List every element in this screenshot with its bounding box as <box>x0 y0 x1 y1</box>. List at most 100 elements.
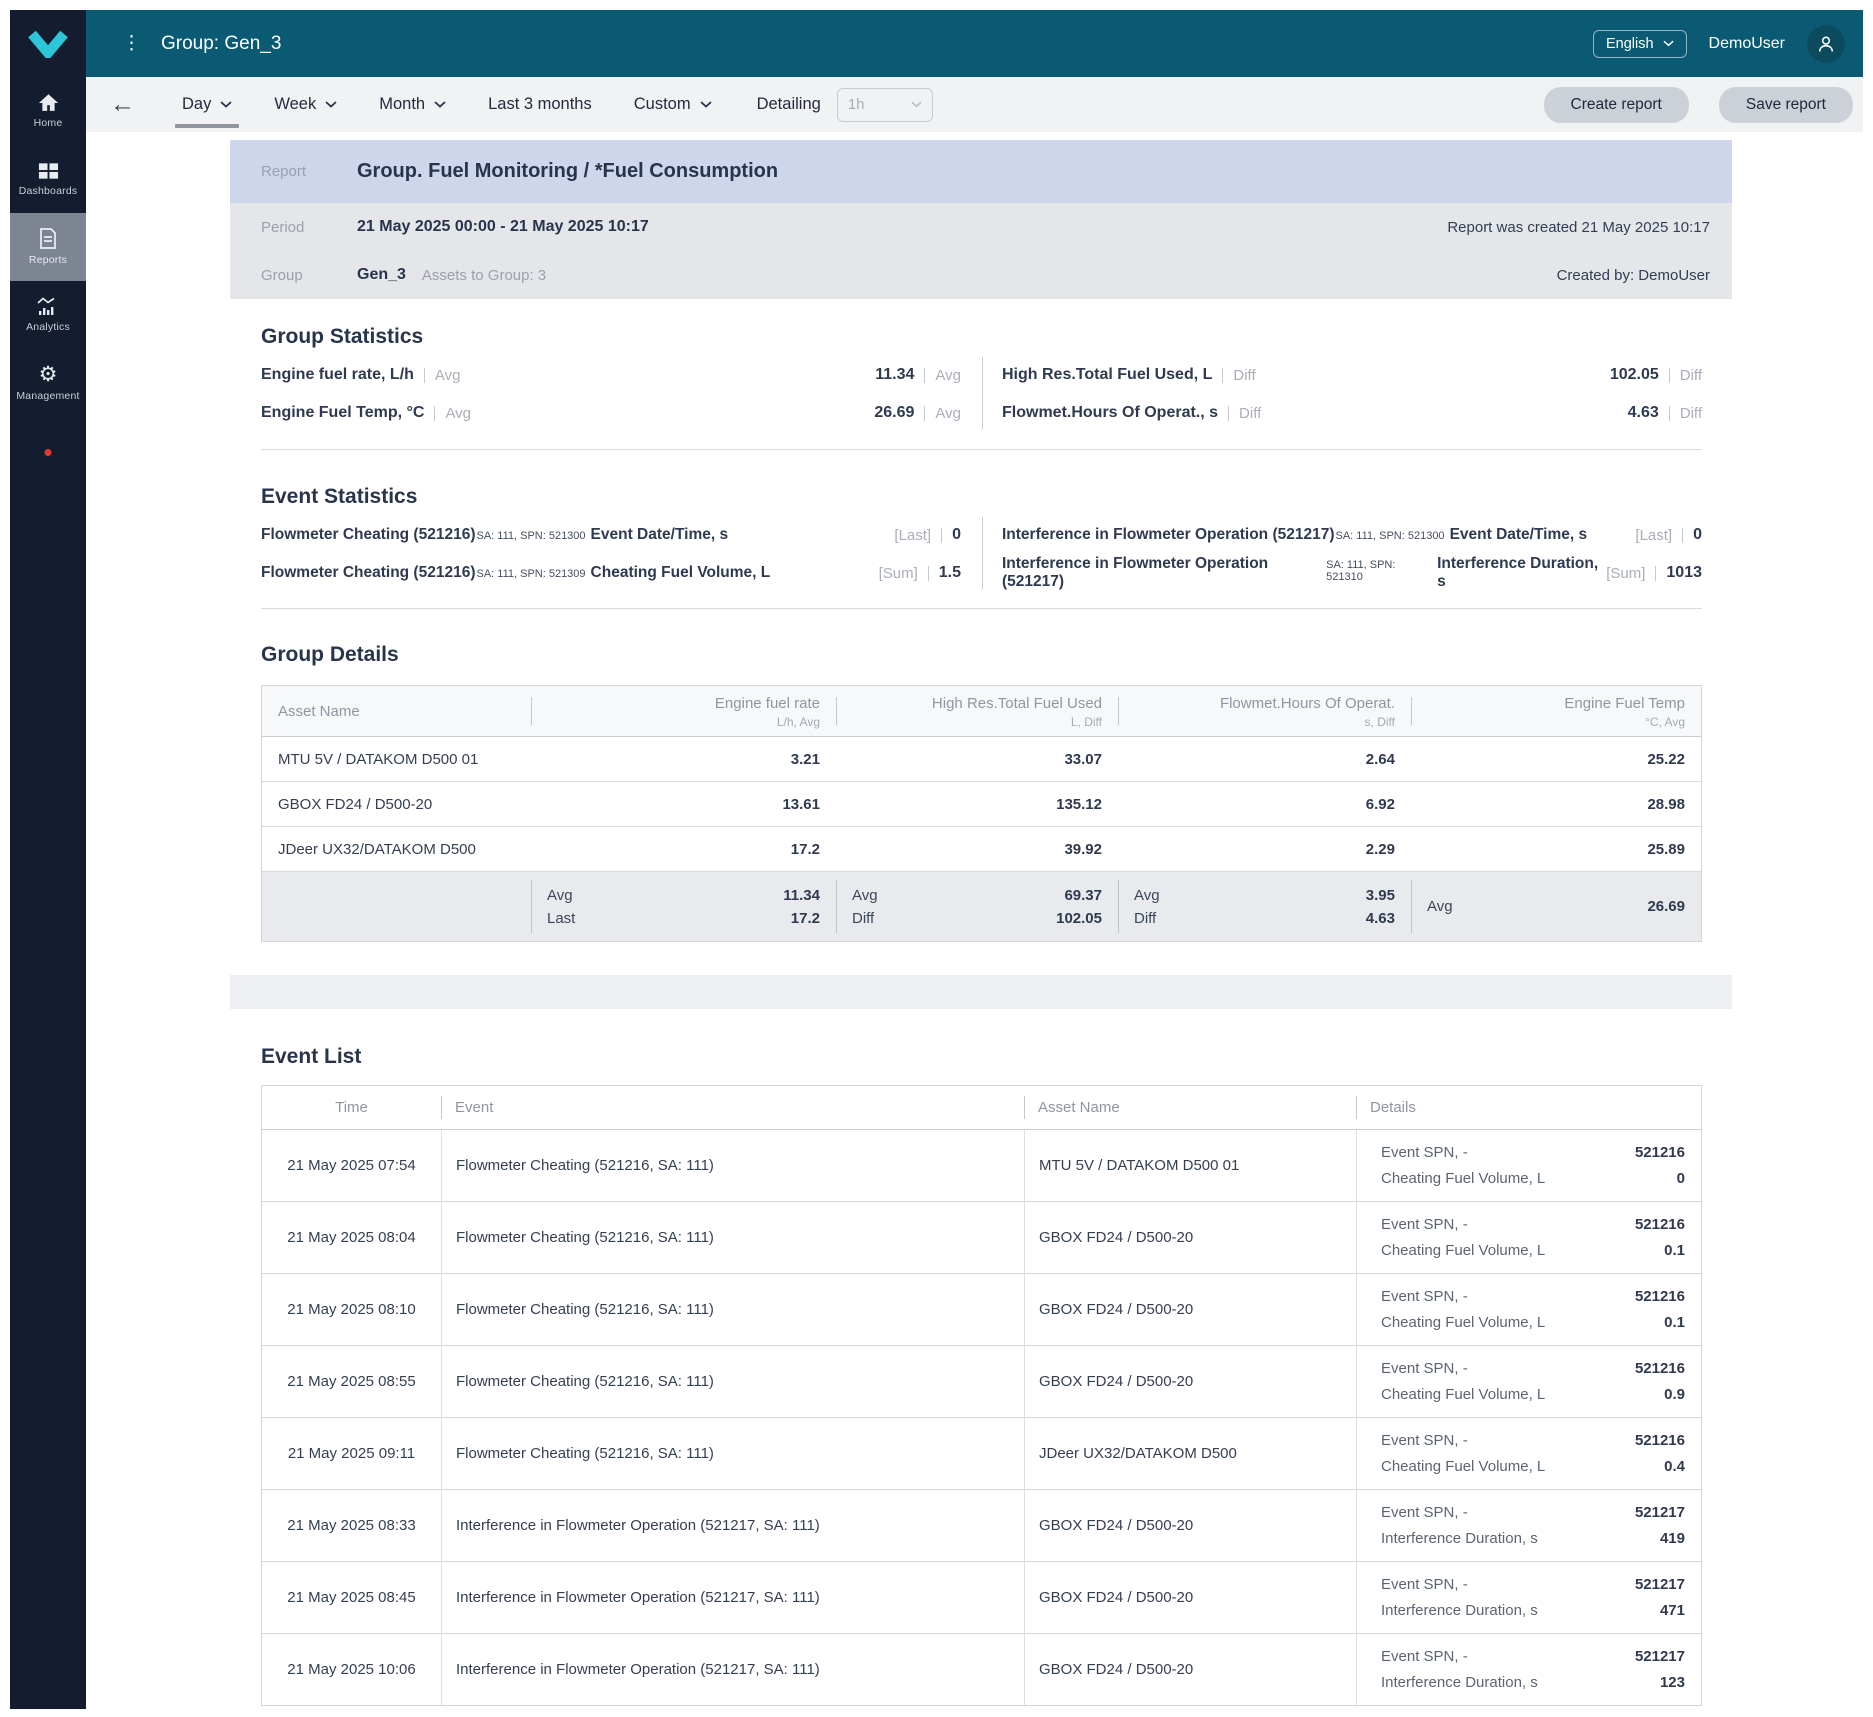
stat-agg: Diff <box>1239 405 1261 422</box>
event-name: Flowmeter Cheating (521216) <box>261 564 475 582</box>
column-header: Details <box>1356 1086 1701 1129</box>
sidebar-item-home[interactable]: Home <box>10 77 86 145</box>
column-divider <box>982 357 983 429</box>
event-row[interactable]: 21 May 2025 08:33 Interference in Flowme… <box>262 1490 1701 1562</box>
detailing-select[interactable]: 1h <box>837 88 933 122</box>
sidebar-item-reports[interactable]: Reports <box>10 213 86 281</box>
event-row[interactable]: 21 May 2025 08:10 Flowmeter Cheating (52… <box>262 1274 1701 1346</box>
sidebar-item-label: Dashboards <box>19 185 78 197</box>
event-row[interactable]: 21 May 2025 07:54 Flowmeter Cheating (52… <box>262 1130 1701 1202</box>
fuel-used: 33.07 <box>836 751 1118 768</box>
stat-name: Engine Fuel Temp, °C <box>261 404 424 422</box>
stat-name: Engine fuel rate, L/h <box>261 366 414 384</box>
event-row[interactable]: 21 May 2025 08:55 Flowmeter Cheating (52… <box>262 1346 1701 1418</box>
stat-row: Flowmet.Hours Of Operat., sDiff 4.63Diff <box>1002 398 1702 428</box>
tab-day[interactable]: Day <box>161 77 253 132</box>
language-select[interactable]: English <box>1593 30 1687 58</box>
sidebar-item-label: Management <box>16 390 79 402</box>
event-row[interactable]: 21 May 2025 08:45 Interference in Flowme… <box>262 1562 1701 1634</box>
analytics-icon <box>37 297 59 316</box>
divider <box>1222 368 1223 383</box>
stat-value: 11.34 <box>875 366 914 384</box>
event-row[interactable]: 21 May 2025 10:06 Interference in Flowme… <box>262 1634 1701 1705</box>
event-meta: SA: 111, SPN: 521310 <box>1326 559 1432 583</box>
table-row[interactable]: JDeer UX32/DATAKOM D500 17.2 39.92 2.29 … <box>262 827 1701 872</box>
period-tabs: Day Week Month Last 3 months Custom <box>161 77 733 132</box>
language-label: English <box>1606 36 1654 52</box>
event-stat-row: Interference in Flowmeter Operation (521… <box>1002 520 1702 550</box>
toolbar: ← Day Week Month Last 3 months Custom De <box>86 77 1863 132</box>
tab-label: Day <box>182 95 211 114</box>
stat-row: High Res.Total Fuel Used, LDiff 102.05Di… <box>1002 360 1702 390</box>
divider <box>924 368 925 383</box>
notification-dot <box>45 449 52 456</box>
event-details: Event SPN, -521217 Interference Duration… <box>1356 1490 1701 1561</box>
fuel-rate: 13.61 <box>531 796 836 813</box>
temp: 25.22 <box>1411 751 1701 768</box>
stat-agg: Avg <box>435 367 461 384</box>
created-by: Created by: DemoUser <box>1557 267 1710 284</box>
event-asset: JDeer UX32/DATAKOM D500 <box>1024 1418 1356 1489</box>
event-name: Flowmeter Cheating (521216, SA: 111) <box>441 1418 1024 1489</box>
event-meta: SA: 111, SPN: 521300 <box>476 530 585 542</box>
sidebar-item-dashboards[interactable]: Dashboards <box>10 145 86 213</box>
section-divider <box>261 608 1702 609</box>
tab-week[interactable]: Week <box>253 77 358 132</box>
create-report-button[interactable]: Create report <box>1544 87 1689 123</box>
menu-dots-icon[interactable]: ⋮ <box>122 34 141 53</box>
stat-value-agg: Diff <box>1680 367 1702 384</box>
event-value: 1.5 <box>939 564 961 582</box>
column-header: Flowmet.Hours Of Operat.s, Diff <box>1118 686 1411 736</box>
back-icon[interactable]: ← <box>110 92 135 117</box>
reports-icon <box>39 228 57 249</box>
event-time: 21 May 2025 09:11 <box>262 1418 441 1489</box>
dashboards-icon <box>38 162 59 180</box>
stat-value-agg: Diff <box>1680 405 1702 422</box>
hours: 2.29 <box>1118 841 1411 858</box>
save-report-button[interactable]: Save report <box>1719 87 1853 123</box>
event-details: Event SPN, -521217 Interference Duration… <box>1356 1634 1701 1705</box>
event-list-table: Time Event Asset Name Details 21 May 202… <box>261 1085 1702 1706</box>
event-name: Interference in Flowmeter Operation (521… <box>1002 526 1335 544</box>
event-statistics-title: Event Statistics <box>261 485 417 509</box>
column-divider <box>982 517 983 589</box>
sidebar-item-management[interactable]: ⚙ Management <box>10 349 86 417</box>
event-row[interactable]: 21 May 2025 09:11 Flowmeter Cheating (52… <box>262 1418 1701 1490</box>
sidebar-item-analytics[interactable]: Analytics <box>10 281 86 349</box>
event-agg: [Last] <box>1635 527 1672 544</box>
tab-month[interactable]: Month <box>358 77 467 132</box>
event-row[interactable]: 21 May 2025 08:04 Flowmeter Cheating (52… <box>262 1202 1701 1274</box>
table-row[interactable]: MTU 5V / DATAKOM D500 01 3.21 33.07 2.64… <box>262 737 1701 782</box>
report-created: Report was created 21 May 2025 10:17 <box>1447 219 1710 236</box>
group-details-table: Asset Name Engine fuel rateL/h, Avg High… <box>261 685 1702 942</box>
tab-last-3-months[interactable]: Last 3 months <box>467 77 613 132</box>
divider <box>1682 528 1683 543</box>
event-agg: [Last] <box>894 527 931 544</box>
event-details: Event SPN, -521217 Interference Duration… <box>1356 1562 1701 1633</box>
event-name: Interference in Flowmeter Operation (521… <box>441 1490 1024 1561</box>
event-time: 21 May 2025 07:54 <box>262 1130 441 1201</box>
fuel-used: 39.92 <box>836 841 1118 858</box>
table-row[interactable]: GBOX FD24 / D500-20 13.61 135.12 6.92 28… <box>262 782 1701 827</box>
divider <box>1228 406 1229 421</box>
detailing-value: 1h <box>848 96 865 113</box>
table-header: Time Event Asset Name Details <box>262 1086 1701 1130</box>
column-header: Engine fuel rateL/h, Avg <box>531 686 836 736</box>
tab-custom[interactable]: Custom <box>613 77 733 132</box>
event-time: 21 May 2025 08:04 <box>262 1202 441 1273</box>
report-content: Report Group. Fuel Monitoring / *Fuel Co… <box>86 132 1863 1717</box>
avatar[interactable] <box>1807 25 1845 63</box>
chevron-down-icon <box>325 101 337 108</box>
chevron-down-icon <box>911 101 922 108</box>
detailing-label: Detailing <box>757 95 821 114</box>
divider <box>928 566 929 581</box>
report-title: Group. Fuel Monitoring / *Fuel Consumpti… <box>357 160 778 183</box>
gear-icon: ⚙ <box>39 364 58 385</box>
divider <box>1669 406 1670 421</box>
app-logo[interactable] <box>10 10 86 77</box>
period-label: Period <box>261 219 357 236</box>
event-asset: GBOX FD24 / D500-20 <box>1024 1346 1356 1417</box>
temp: 25.89 <box>1411 841 1701 858</box>
event-details: Event SPN, -521216 Cheating Fuel Volume,… <box>1356 1202 1701 1273</box>
event-name: Interference in Flowmeter Operation (521… <box>1002 555 1325 591</box>
